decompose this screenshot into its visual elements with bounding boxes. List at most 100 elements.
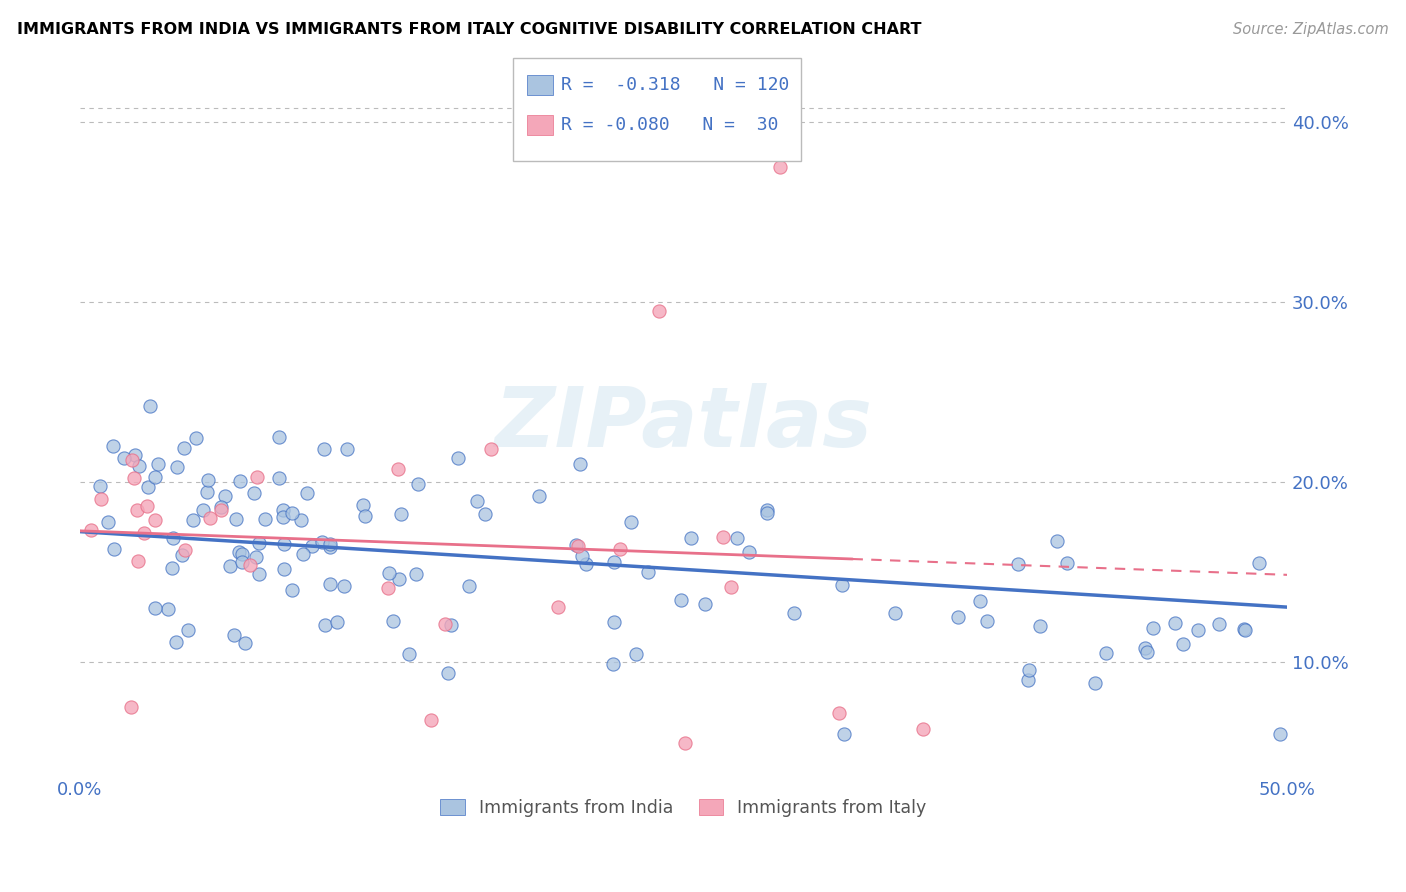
Point [80,523,103,537]
Point [301,540,323,554]
Text: Source: ZipAtlas.com: Source: ZipAtlas.com [1233,22,1389,37]
Point [911,722,934,736]
Point [239,558,262,573]
Point [143,601,166,615]
Point [101,439,124,453]
Point [228,474,250,488]
Point [946,609,969,624]
Point [290,512,312,526]
Point [571,549,593,563]
Text: ZIPatlas: ZIPatlas [495,384,872,465]
Point [103,541,125,556]
Point [326,615,349,629]
Point [377,582,399,596]
Point [269,471,291,485]
Point [433,617,456,632]
Point [124,449,146,463]
Point [720,580,742,594]
Point [200,511,222,525]
Point [122,470,145,484]
Text: R =  -0.318   N = 120: R = -0.318 N = 120 [561,76,789,94]
Point [146,458,169,472]
Point [139,400,162,414]
Point [620,515,643,529]
Point [214,489,236,503]
Point [1029,619,1052,633]
Point [173,542,195,557]
Point [1270,727,1292,741]
Point [1187,623,1209,637]
Point [440,618,463,632]
Point [112,450,135,465]
Point [755,503,778,517]
Point [756,506,779,520]
Point [143,513,166,527]
Point [575,557,598,571]
Point [1007,558,1029,572]
Point [1247,556,1270,570]
Point [233,635,256,649]
Point [281,582,304,597]
Point [669,593,692,607]
Point [693,597,716,611]
Point [319,577,342,591]
Point [603,615,626,630]
Point [314,618,336,632]
Point [89,479,111,493]
Point [253,512,276,526]
Point [219,558,242,573]
Point [281,506,304,520]
Point [90,491,112,506]
Point [1095,646,1118,660]
Text: R = -0.080   N =  30: R = -0.080 N = 30 [561,116,779,134]
Point [405,566,427,581]
Point [398,647,420,661]
Point [291,547,314,561]
Point [231,555,253,569]
Point [883,606,905,620]
Point [603,555,626,569]
Point [527,490,550,504]
Point [1233,623,1256,637]
Point [183,513,205,527]
Point [247,536,270,550]
Point [162,560,184,574]
Point [197,473,219,487]
Point [1171,637,1194,651]
Point [648,304,671,318]
Point [135,500,157,514]
Point [465,493,488,508]
Point [1017,673,1039,688]
Point [273,562,295,576]
Point [177,623,200,637]
Point [1142,621,1164,635]
Point [681,532,703,546]
Point [273,537,295,551]
Point [602,657,624,671]
Point [314,442,336,457]
Point [474,507,496,521]
Point [143,470,166,484]
Point [769,161,792,175]
Point [166,460,188,475]
Point [378,566,401,580]
Point [738,545,761,559]
Point [567,540,589,554]
Point [419,713,441,727]
Point [209,500,232,514]
Point [447,451,470,466]
Point [246,469,269,483]
Point [711,530,734,544]
Point [184,432,207,446]
Point [1056,556,1078,570]
Point [387,462,409,476]
Point [547,599,569,614]
Point [245,549,267,564]
Legend: Immigrants from India, Immigrants from Italy: Immigrants from India, Immigrants from I… [433,792,934,824]
Point [831,578,853,592]
Point [125,503,148,517]
Point [1084,676,1107,690]
Point [319,537,342,551]
Point [725,531,748,545]
Point [165,635,187,649]
